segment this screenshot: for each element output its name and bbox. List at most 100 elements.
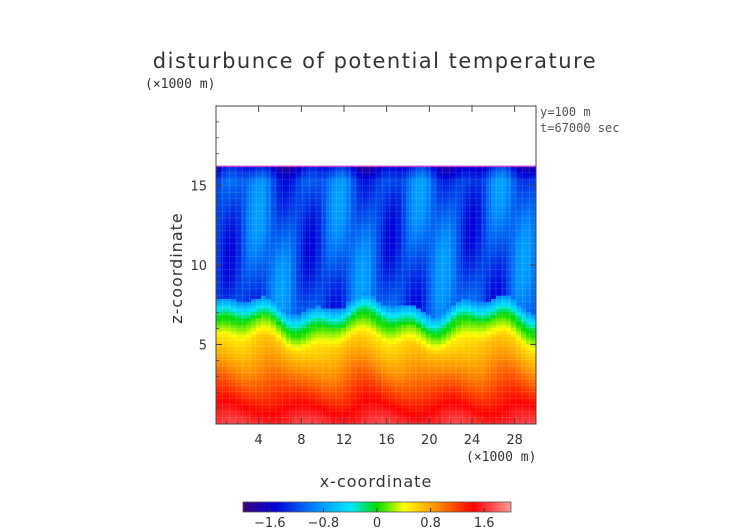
heatmap-cell bbox=[331, 362, 337, 367]
heatmap-cell bbox=[231, 208, 237, 213]
heatmap-cell bbox=[231, 266, 237, 271]
heatmap-cell bbox=[361, 320, 367, 325]
heatmap-cell bbox=[276, 243, 282, 248]
heatmap-cell bbox=[441, 272, 447, 277]
heatmap-cell bbox=[521, 205, 527, 209]
heatmap-cell bbox=[501, 385, 507, 390]
heatmap-cell bbox=[326, 378, 332, 383]
heatmap-cell bbox=[336, 366, 342, 370]
heatmap-cell bbox=[386, 195, 392, 200]
heatmap-cell bbox=[356, 324, 362, 329]
heatmap-cell bbox=[391, 179, 397, 184]
heatmap-cell bbox=[481, 263, 487, 267]
heatmap-cell bbox=[381, 414, 387, 419]
heatmap-cell bbox=[336, 272, 342, 277]
heatmap-cell bbox=[241, 246, 247, 251]
heatmap-cell bbox=[301, 250, 307, 254]
heatmap-cell bbox=[241, 198, 247, 203]
heatmap-cell bbox=[466, 230, 472, 235]
heatmap-cell bbox=[341, 401, 347, 406]
heatmap-cell bbox=[446, 395, 452, 399]
heatmap-cell bbox=[426, 317, 432, 322]
heatmap-cell bbox=[501, 369, 507, 374]
heatmap-cell bbox=[326, 343, 332, 348]
heatmap-cell bbox=[491, 208, 497, 213]
heatmap-cell bbox=[391, 237, 397, 242]
heatmap-cell bbox=[341, 317, 347, 322]
heatmap-cell bbox=[256, 304, 262, 309]
heatmap-cell bbox=[361, 282, 367, 287]
heatmap-cell bbox=[401, 259, 407, 264]
heatmap-cell bbox=[296, 217, 302, 222]
heatmap-cell bbox=[281, 385, 287, 390]
heatmap-cell bbox=[476, 308, 482, 312]
heatmap-cell bbox=[476, 208, 482, 213]
heatmap-cell bbox=[226, 330, 232, 335]
heatmap-cell bbox=[396, 243, 402, 248]
heatmap-cell bbox=[516, 375, 522, 380]
heatmap-cell bbox=[386, 327, 392, 332]
heatmap-cell bbox=[341, 414, 347, 419]
heatmap-cell bbox=[331, 263, 337, 267]
heatmap-cell bbox=[486, 208, 492, 213]
heatmap-cell bbox=[336, 362, 342, 367]
heatmap-cell bbox=[251, 224, 257, 229]
heatmap-cell bbox=[431, 263, 437, 267]
heatmap-cell bbox=[371, 205, 377, 209]
heatmap-cell bbox=[506, 240, 512, 245]
heatmap-cell bbox=[476, 221, 482, 225]
heatmap-cell bbox=[441, 301, 447, 306]
heatmap-cell bbox=[516, 234, 522, 238]
heatmap-cell bbox=[476, 411, 482, 415]
heatmap-cell bbox=[491, 179, 497, 184]
heatmap-cell bbox=[436, 337, 442, 341]
heatmap-cell bbox=[461, 404, 467, 409]
heatmap-cell bbox=[516, 285, 522, 290]
heatmap-cell bbox=[356, 205, 362, 209]
heatmap-cell bbox=[411, 285, 417, 290]
heatmap-cell bbox=[461, 205, 467, 209]
heatmap-cell bbox=[366, 237, 372, 242]
heatmap-cell bbox=[321, 227, 327, 232]
heatmap-cell bbox=[441, 288, 447, 293]
heatmap-cell bbox=[246, 285, 252, 290]
heatmap-cell bbox=[356, 182, 362, 187]
heatmap-cell bbox=[446, 324, 452, 329]
heatmap-cell bbox=[381, 250, 387, 254]
heatmap-cell bbox=[276, 176, 282, 180]
heatmap-cell bbox=[371, 250, 377, 254]
heatmap-cell bbox=[236, 172, 242, 177]
heatmap-cell bbox=[386, 353, 392, 357]
heatmap-cell bbox=[521, 317, 527, 322]
heatmap-cell bbox=[491, 275, 497, 280]
heatmap-cell bbox=[346, 356, 352, 361]
heatmap-cell bbox=[396, 317, 402, 322]
heatmap-cell bbox=[481, 214, 487, 219]
heatmap-cell bbox=[526, 420, 532, 424]
heatmap-cell bbox=[441, 250, 447, 254]
heatmap-cell bbox=[291, 420, 297, 424]
heatmap-cell bbox=[341, 353, 347, 357]
heatmap-cell bbox=[256, 295, 262, 300]
heatmap-cell bbox=[351, 253, 357, 258]
heatmap-cell bbox=[331, 285, 337, 290]
heatmap-cell bbox=[486, 353, 492, 357]
heatmap-cell bbox=[286, 385, 292, 390]
heatmap-cell bbox=[481, 221, 487, 225]
heatmap-cell bbox=[421, 282, 427, 287]
heatmap-cell bbox=[291, 366, 297, 370]
heatmap-cell bbox=[271, 205, 277, 209]
heatmap-cell bbox=[301, 301, 307, 306]
heatmap-cell bbox=[241, 378, 247, 383]
heatmap-cell bbox=[361, 391, 367, 396]
heatmap-cell bbox=[451, 198, 457, 203]
heatmap-cell bbox=[486, 369, 492, 374]
heatmap-cell bbox=[481, 250, 487, 254]
heatmap-cell bbox=[416, 192, 422, 196]
heatmap-cell bbox=[471, 366, 477, 370]
heatmap-cell bbox=[336, 385, 342, 390]
heatmap-cell bbox=[381, 391, 387, 396]
heatmap-cell bbox=[396, 343, 402, 348]
heatmap-cell bbox=[466, 337, 472, 341]
heatmap-cell bbox=[371, 169, 377, 174]
